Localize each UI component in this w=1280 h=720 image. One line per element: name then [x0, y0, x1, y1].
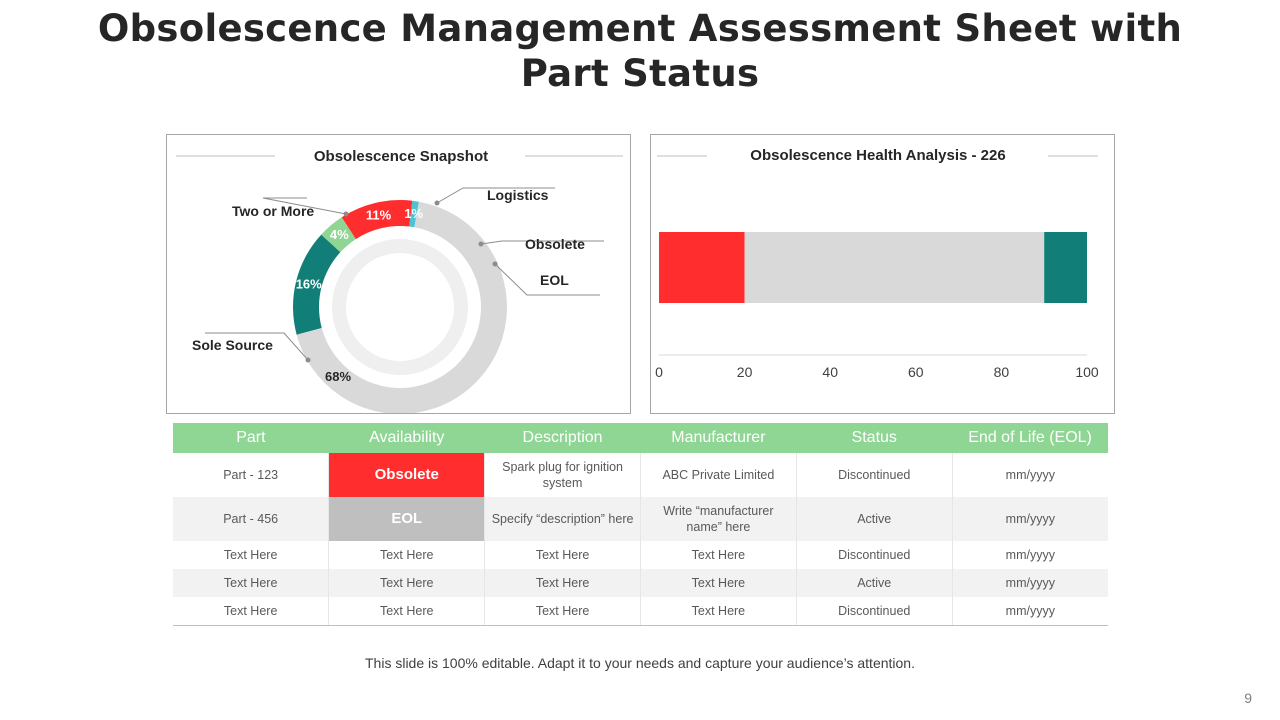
bar-segment-3 — [1044, 232, 1087, 303]
table-row: Text Here Text Here Text Here Text Here … — [173, 541, 1108, 569]
table-row: Text Here Text Here Text Here Text Here … — [173, 597, 1108, 626]
cell-status: Discontinued — [796, 597, 953, 626]
cell-manufacturer: Text Here — [640, 597, 797, 626]
donut-percent-label: 16% — [296, 277, 322, 292]
cell-part: Part - 456 — [173, 497, 330, 541]
donut-percent-label: 68% — [325, 369, 351, 384]
donut-category-label: Sole Source — [192, 337, 273, 353]
x-tick-label: 40 — [822, 364, 838, 380]
health-analysis-panel: Obsolescence Health Analysis - 226 0 20 40… — [650, 134, 1115, 414]
page-title: Obsolescence Management Assessment Sheet… — [0, 6, 1280, 96]
cell-eol: mm/yyyy — [1005, 468, 1055, 482]
table-row: Part - 456 EOL Specify “description” her… — [173, 497, 1108, 541]
donut-inner-ring — [332, 239, 468, 375]
donut-labels: 16% 4% 11% 1% 68% Two or More Logistics Obsolet… — [192, 187, 604, 384]
header-eol: End of Life (EOL) — [952, 423, 1108, 453]
donut-slice-eol — [409, 200, 419, 228]
cell-manufacturer: Write “manufacturer name” here — [640, 497, 797, 541]
cell-part: Text Here — [173, 569, 330, 597]
cell-eol: mm/yyyy — [952, 497, 1108, 541]
cell-status: Active — [796, 497, 953, 541]
cell-part: Text Here — [173, 541, 330, 569]
donut-leader-dot — [343, 211, 349, 217]
donut-slices — [293, 200, 507, 413]
donut-category-label: Obsolete — [525, 236, 585, 252]
cell-status: Active — [796, 569, 953, 597]
header-description: Description — [484, 423, 641, 453]
availability-badge-obsolete: Obsolete — [328, 453, 486, 497]
cell-part: Text Here — [173, 597, 330, 626]
cell-description: Text Here — [484, 541, 641, 569]
donut-leader-line — [480, 240, 604, 245]
bar-tick-labels: 0 20 40 60 80 100 — [655, 364, 1099, 380]
donut-category-label: Logistics — [487, 187, 549, 203]
cell-availability: Text Here — [328, 541, 486, 569]
donut-leader-dot — [478, 241, 484, 247]
bar-segments — [659, 232, 1087, 303]
x-tick-label: 100 — [1075, 364, 1099, 380]
cell-description: Text Here — [484, 597, 641, 626]
cell-description: Specify “description” here — [484, 497, 641, 541]
availability-badge-eol: EOL — [328, 497, 486, 541]
donut-leader-dot — [492, 261, 498, 267]
header-part: Part — [173, 423, 329, 453]
donut-percent-label: 11% — [366, 207, 392, 222]
cell-eol: mm/yyyy — [952, 569, 1108, 597]
cell-eol: mm/yyyy — [952, 597, 1108, 626]
table-row: Part - 123 Obsolete Spark plug for ignit… — [173, 453, 1108, 497]
donut-chart: Obsolescence Snapshot 16% 4% 11% 1% 68% Two o… — [176, 148, 623, 413]
header-status: Status — [796, 423, 953, 453]
cell-availability: Text Here — [328, 597, 486, 626]
bar-chart-title: Obsolescence Health Analysis - 226 — [750, 147, 1005, 164]
bar-segment-2 — [744, 232, 1045, 303]
cell-description: Text Here — [484, 569, 641, 597]
donut-category-label: Two or More — [232, 203, 314, 219]
donut-leader-dot — [305, 357, 311, 363]
table-header-row: Part Availability Description Manufactur… — [173, 423, 1108, 453]
cell-status: Discontinued — [796, 541, 953, 569]
table-row: Text Here Text Here Text Here Text Here … — [173, 569, 1108, 597]
donut-leader-line — [494, 263, 600, 296]
donut-percent-label: 4% — [330, 227, 349, 242]
donut-percent-label: 1% — [404, 206, 423, 221]
cell-part: Part - 123 — [173, 453, 330, 497]
x-tick-label: 60 — [908, 364, 924, 380]
cell-eol: mm/yyyy — [1005, 548, 1055, 562]
page-number: 9 — [1244, 690, 1252, 706]
x-tick-label: 20 — [737, 364, 753, 380]
header-manufacturer: Manufacturer — [640, 423, 797, 453]
bar-segment-1 — [659, 232, 745, 303]
donut-slice-obsolete — [341, 200, 413, 240]
health-bar-chart: Obsolescence Health Analysis - 226 0 20 40… — [655, 147, 1099, 380]
donut-category-label: EOL — [540, 272, 569, 288]
donut-leader-dot — [434, 200, 440, 206]
cell-manufacturer: Text Here — [640, 569, 797, 597]
part-status-table: Part Availability Description Manufactur… — [173, 423, 1108, 626]
footer-note: This slide is 100% editable. Adapt it to… — [365, 655, 915, 671]
cell-manufacturer: ABC Private Limited — [640, 453, 797, 497]
header-availability: Availability — [328, 423, 485, 453]
cell-description: Spark plug for ignition system — [484, 453, 641, 497]
donut-leader-line — [262, 197, 347, 215]
donut-slice-two-or-more — [293, 234, 341, 335]
x-tick-label: 80 — [994, 364, 1010, 380]
title-line-1: Obsolescence Management Assessment Sheet… — [97, 7, 1183, 50]
title-line-2: Part Status — [520, 52, 760, 95]
cell-status: Discontinued — [796, 453, 953, 497]
donut-leader-line — [436, 187, 555, 204]
cell-availability: Text Here — [328, 569, 486, 597]
x-tick-label: 0 — [655, 364, 663, 380]
donut-slice-logistics — [321, 217, 356, 253]
donut-leader-line — [205, 332, 309, 361]
donut-chart-title: Obsolescence Snapshot — [314, 148, 488, 165]
obsolescence-snapshot-panel: Obsolescence Snapshot 16% 4% 11% 1% 68% Two o… — [166, 134, 631, 414]
cell-manufacturer: Text Here — [640, 541, 797, 569]
